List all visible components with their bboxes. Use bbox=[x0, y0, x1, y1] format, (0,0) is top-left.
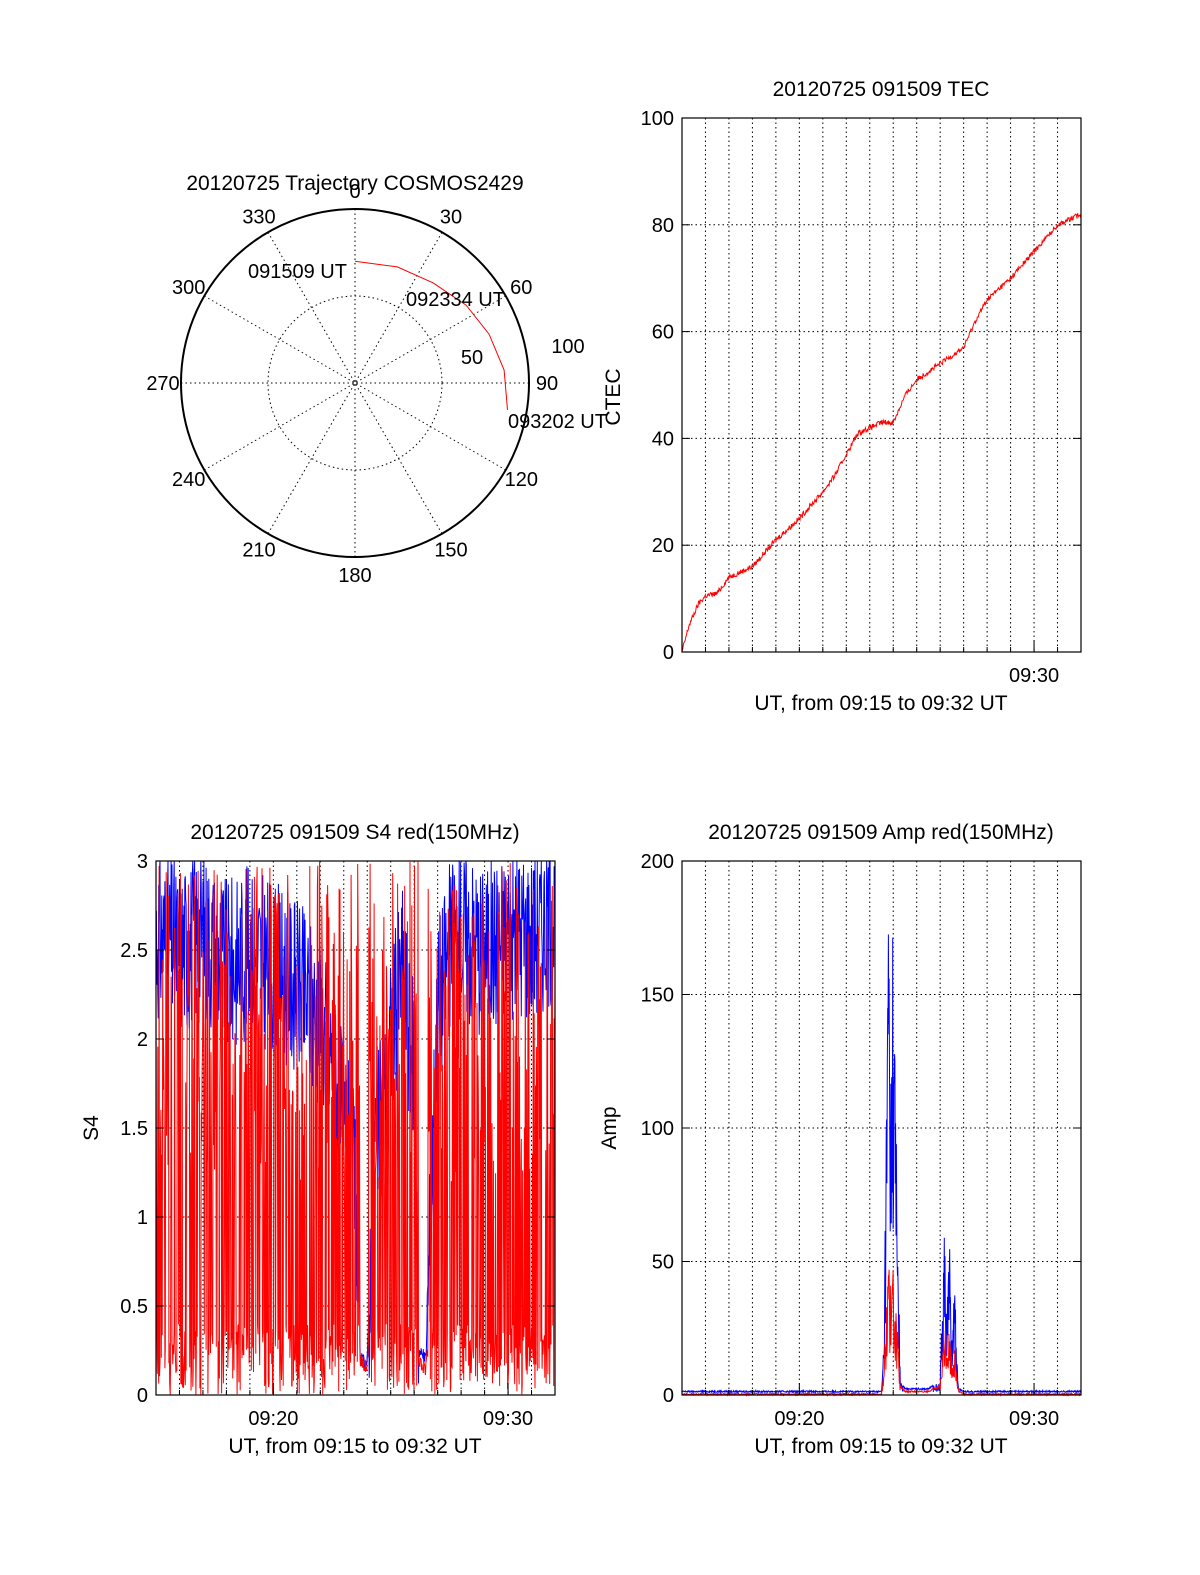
amp-series-2 bbox=[681, 1269, 1082, 1397]
amp-ytick-label: 200 bbox=[641, 851, 674, 873]
s4-xlabel: UT, from 09:15 to 09:32 UT bbox=[228, 1435, 481, 1458]
s4-ytick-label: 0 bbox=[137, 1385, 148, 1407]
amp-ytick-label: 100 bbox=[641, 1118, 674, 1140]
amp-ytick-label: 0 bbox=[663, 1385, 674, 1407]
time-label-end: 093202 UT bbox=[508, 411, 607, 433]
tec-ytick-label: 20 bbox=[652, 535, 674, 557]
s4-plot: 20120725 091509 S4 red(150MHz) 0 0.5 1 1.5 2… bbox=[80, 821, 556, 1458]
radial-label-50: 50 bbox=[461, 347, 483, 369]
trajectory-polar-plot: 20120725 Trajectory COSMOS2429 0 30 60 90 12… bbox=[146, 172, 607, 587]
azimuth-label-180: 180 bbox=[338, 565, 371, 587]
azimuth-label-330: 330 bbox=[242, 207, 275, 229]
s4-ytick-label: 0.5 bbox=[120, 1296, 148, 1318]
azimuth-label-300: 300 bbox=[172, 277, 205, 299]
tec-ytick-label: 0 bbox=[663, 642, 674, 664]
amp-grid bbox=[682, 861, 1081, 1395]
trajectory-line bbox=[354, 260, 508, 410]
polar-azimuth-labels: 0 30 60 90 120 150 180 210 240 270 300 330 bbox=[146, 181, 558, 587]
tec-ticks: 0 20 40 60 80 100 09:30 bbox=[641, 108, 1081, 687]
azimuth-label-120: 120 bbox=[505, 469, 538, 491]
amp-xtick-label: 09:20 bbox=[774, 1408, 824, 1430]
s4-ticks: 0 0.5 1 1.5 2 2.5 3 09:20 09:30 bbox=[120, 851, 555, 1430]
s4-title: 20120725 091509 S4 red(150MHz) bbox=[190, 821, 519, 844]
tec-ytick-label: 60 bbox=[652, 322, 674, 344]
s4-series bbox=[155, 860, 556, 1395]
s4-xtick-label: 09:20 bbox=[248, 1408, 298, 1430]
tec-xtick-label: 09:30 bbox=[1009, 665, 1059, 687]
s4-series-2 bbox=[155, 861, 556, 1395]
s4-xtick-label: 09:30 bbox=[483, 1408, 533, 1430]
amp-title: 20120725 091509 Amp red(150MHz) bbox=[708, 821, 1054, 844]
azimuth-label-270: 270 bbox=[146, 373, 179, 395]
azimuth-label-60: 60 bbox=[510, 277, 532, 299]
tec-series-1 bbox=[681, 213, 1082, 652]
amp-xtick-label: 09:30 bbox=[1009, 1408, 1059, 1430]
radial-label-100: 100 bbox=[551, 336, 584, 358]
s4-ytick-label: 1 bbox=[137, 1207, 148, 1229]
s4-ytick-label: 3 bbox=[137, 851, 148, 873]
amp-ylabel: Amp bbox=[598, 1106, 621, 1149]
tec-ytick-label: 40 bbox=[652, 428, 674, 450]
amp-xlabel: UT, from 09:15 to 09:32 UT bbox=[754, 1435, 1007, 1458]
tec-ylabel: CTEC bbox=[602, 368, 625, 425]
tec-ytick-label: 100 bbox=[641, 108, 674, 130]
tec-grid bbox=[682, 118, 1081, 652]
amp-ytick-label: 50 bbox=[652, 1252, 674, 1274]
time-label-mid: 092334 UT bbox=[406, 289, 505, 311]
s4-ytick-label: 1.5 bbox=[120, 1118, 148, 1140]
azimuth-label-30: 30 bbox=[440, 207, 462, 229]
azimuth-label-90: 90 bbox=[536, 373, 558, 395]
time-label-start: 091509 UT bbox=[248, 261, 347, 283]
tec-plot: 20120725 091509 TEC 0 20 40 60 80 100 09:30 UT… bbox=[602, 78, 1082, 715]
tec-frame bbox=[681, 117, 1082, 653]
amp-plot: 20120725 091509 Amp red(150MHz) 0 50 100 15… bbox=[598, 821, 1082, 1458]
amp-ytick-label: 150 bbox=[641, 985, 674, 1007]
trajectory-title: 20120725 Trajectory COSMOS2429 bbox=[186, 172, 523, 195]
tec-xlabel: UT, from 09:15 to 09:32 UT bbox=[754, 692, 1007, 715]
s4-ytick-label: 2.5 bbox=[120, 940, 148, 962]
tec-series bbox=[681, 213, 1082, 652]
azimuth-label-210: 210 bbox=[242, 539, 275, 561]
tec-ytick-label: 80 bbox=[652, 215, 674, 237]
tec-title: 20120725 091509 TEC bbox=[773, 78, 990, 101]
azimuth-label-0: 0 bbox=[349, 181, 360, 203]
amp-series bbox=[681, 934, 1082, 1397]
amp-series-1 bbox=[681, 934, 1082, 1395]
s4-ylabel: S4 bbox=[80, 1115, 103, 1141]
azimuth-label-150: 150 bbox=[434, 539, 467, 561]
amp-ticks: 0 50 100 150 200 09:20 09:30 bbox=[641, 851, 1081, 1430]
s4-ytick-label: 2 bbox=[137, 1029, 148, 1051]
azimuth-label-240: 240 bbox=[172, 469, 205, 491]
